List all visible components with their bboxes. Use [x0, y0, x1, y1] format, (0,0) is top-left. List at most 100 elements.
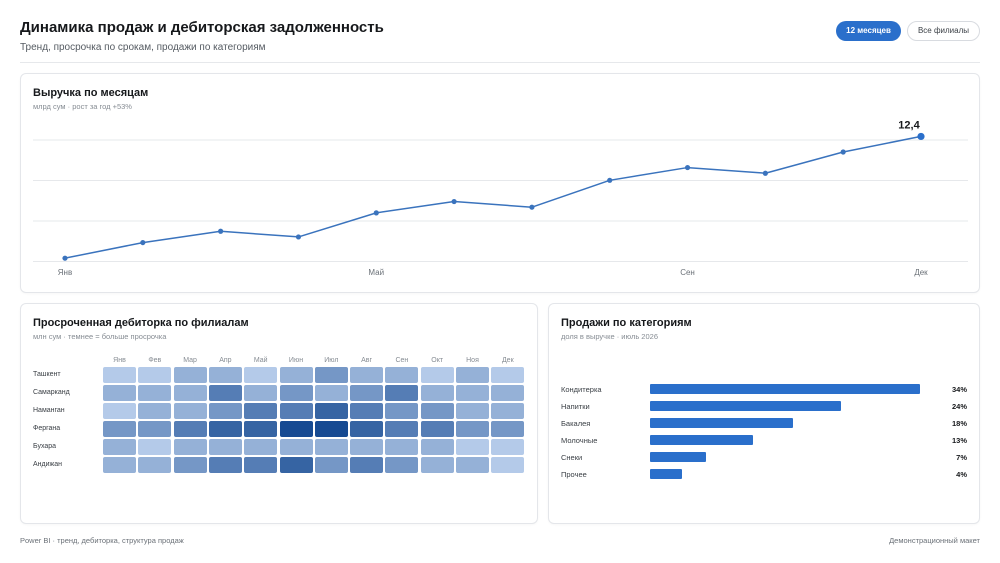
revenue-card: Выручка по месяцам млрд сум · рост за го… [20, 73, 980, 293]
revenue-point [373, 210, 379, 216]
heatmap-cell [173, 421, 207, 437]
revenue-point [840, 149, 846, 155]
category-label: Снеки [561, 453, 583, 462]
heatmap-row-label: Самарканд [33, 389, 70, 396]
heatmap-cell [244, 367, 278, 383]
revenue-line-chart: Янв Май Сен Дек 12,4 [33, 119, 968, 277]
heatmap-cell [491, 385, 525, 401]
revenue-x-tick-label: Янв [58, 268, 72, 277]
heatmap-cell [103, 385, 136, 401]
revenue-point [218, 228, 224, 234]
category-value-label: 7% [956, 453, 967, 462]
heatmap-cell [279, 367, 313, 383]
revenue-x-tick-label: Сен [680, 268, 695, 277]
filter-pills: 12 месяцев Все филиалы [836, 21, 980, 41]
heatmap-cell [138, 385, 172, 401]
heatmap-cell [138, 421, 172, 437]
heatmap-cell [350, 421, 384, 437]
footer-caption: Power BI · тренд, дебиторка, структура п… [20, 536, 184, 545]
category-bar [650, 469, 682, 479]
category-bar [650, 401, 841, 411]
categories-card: Продажи по категориям доля в выручке · и… [548, 303, 980, 524]
page-subtitle: Тренд, просрочка по срокам, продажи по к… [20, 42, 266, 53]
heatmap-cell [456, 367, 489, 383]
heatmap-col-label: Авг [361, 357, 373, 364]
revenue-point [684, 164, 691, 171]
heatmap-cell [491, 367, 525, 383]
revenue-x-tick-label: Дек [914, 268, 928, 277]
heatmap-col-label: Янв [113, 357, 126, 364]
heatmap-row-label: Наманган [33, 407, 65, 414]
revenue-point [295, 234, 302, 240]
heatmap-cell [208, 439, 242, 455]
heatmap-cell [173, 457, 207, 473]
heatmap-cell [244, 421, 278, 437]
heatmap-row-label: Фергана [33, 425, 61, 432]
heatmap-cell [208, 421, 242, 437]
heatmap-cell [173, 439, 207, 455]
revenue-x-tick-label: Май [368, 268, 384, 277]
heatmap-cell [420, 385, 454, 401]
heatmap-cell [350, 385, 384, 401]
heatmap-cell [456, 439, 489, 455]
heatmap-col-label: Окт [431, 357, 444, 364]
heatmap-cell [385, 403, 419, 419]
page-title: Динамика продаж и дебиторская задолженно… [20, 19, 384, 36]
heatmap-cell [385, 421, 419, 437]
heatmap-cell [138, 439, 172, 455]
heatmap-cell [173, 403, 207, 419]
heatmap-cell [244, 385, 278, 401]
heatmap-cell [103, 457, 136, 473]
category-value-label: 13% [951, 436, 967, 445]
heatmap-cell [491, 439, 525, 455]
heatmap-cell [491, 457, 525, 473]
heatmap-cell [456, 403, 489, 419]
heatmap-cell [385, 439, 419, 455]
categories-card-subtitle: доля в выручке · июль 2026 [561, 332, 658, 341]
heatmap-cell [208, 403, 242, 419]
heatmap-cell [420, 421, 454, 437]
heatmap-cell [385, 457, 419, 473]
heatmap-cell [314, 457, 348, 473]
heatmap-cell [244, 457, 278, 473]
heatmap-cell [350, 439, 384, 455]
filter-all-branches-button[interactable]: Все филиалы [906, 21, 980, 41]
heatmap-cell [456, 457, 489, 473]
heatmap-cell [173, 367, 207, 383]
revenue-point [607, 177, 613, 183]
heatmap-cell [491, 403, 525, 419]
revenue-series-line [64, 135, 922, 259]
heatmap-cell [420, 403, 454, 419]
revenue-data-label: 12,4 [898, 119, 920, 131]
heatmap-cell [350, 403, 384, 419]
heatmap-col-label: Ноя [466, 357, 479, 364]
heatmap-cell [208, 385, 242, 401]
heatmap-cell [314, 421, 348, 437]
heatmap-col-label: Июл [324, 357, 339, 364]
heatmap-cell [138, 403, 172, 419]
heatmap-col-label: Май [253, 357, 268, 364]
category-bar [650, 384, 920, 394]
category-label: Напитки [561, 402, 590, 411]
filter-12-months-button[interactable]: 12 месяцев [836, 21, 901, 41]
category-label: Бакалея [561, 419, 591, 428]
heatmap-cell [208, 457, 242, 473]
heatmap-cell [103, 403, 136, 419]
heatmap-cell [350, 457, 384, 473]
revenue-card-title: Выручка по месяцам [33, 87, 149, 99]
heatmap-cell [279, 403, 313, 419]
category-value-label: 18% [951, 419, 967, 428]
heatmap-cell [279, 385, 313, 401]
category-label: Прочее [561, 470, 587, 479]
category-value-label: 24% [951, 402, 967, 411]
heatmap-cell [208, 367, 242, 383]
heatmap-cell [279, 421, 313, 437]
heatmap-cell [103, 421, 136, 437]
heatmap-col-label: Сен [395, 357, 409, 364]
heatmap-cell [314, 385, 348, 401]
heatmap-cell [420, 367, 454, 383]
heatmap-row-label: Андижан [33, 461, 62, 468]
heatmap-cell [279, 439, 313, 455]
heatmap-cell [279, 457, 313, 473]
revenue-point [140, 239, 146, 246]
